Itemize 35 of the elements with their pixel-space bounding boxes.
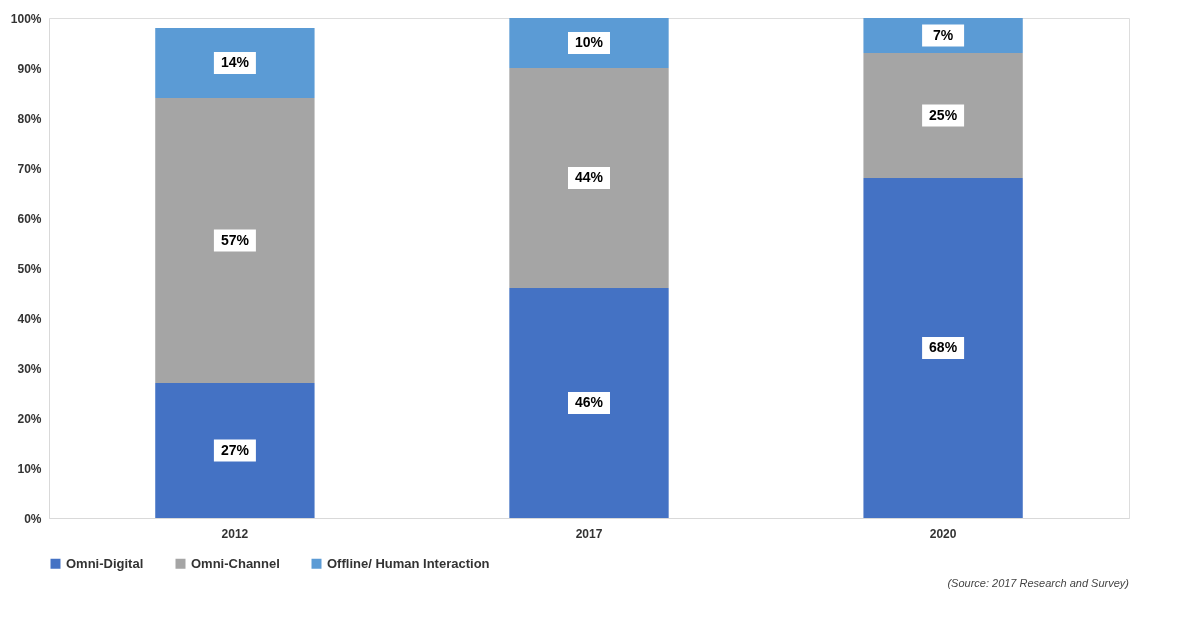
y-tick-label: 80% xyxy=(17,111,42,126)
y-tick-label: 40% xyxy=(17,311,42,326)
x-tick-label: 2020 xyxy=(929,526,957,541)
legend-label: Offline/ Human Interaction xyxy=(327,555,490,571)
y-tick-label: 10% xyxy=(17,461,42,476)
x-tick-label: 2017 xyxy=(575,526,603,541)
y-tick-label: 30% xyxy=(17,361,42,376)
y-tick-label: 50% xyxy=(17,261,42,276)
bar xyxy=(155,28,315,98)
y-tick-label: 0% xyxy=(24,511,42,526)
text: 44% xyxy=(574,169,604,185)
text: 10% xyxy=(574,34,604,50)
text: 57% xyxy=(220,231,249,248)
legend-label: Omni-Digital xyxy=(66,555,144,571)
bar xyxy=(155,383,315,518)
bar xyxy=(863,53,1023,178)
y-tick-label: 70% xyxy=(17,161,42,176)
bar xyxy=(509,68,669,288)
y-tick-label: 90% xyxy=(17,61,42,76)
bar xyxy=(509,288,669,518)
text: 68% xyxy=(929,339,958,355)
bar xyxy=(509,18,669,68)
text: 14% xyxy=(220,54,249,70)
bar xyxy=(863,178,1023,518)
x-tick-label: 2012 xyxy=(221,526,249,541)
legend-label: Omni-Channel xyxy=(191,555,280,571)
bar xyxy=(155,98,315,383)
y-tick-label: 20% xyxy=(17,411,42,426)
y-tick-label: 60% xyxy=(17,211,42,226)
text: 7% xyxy=(932,26,954,43)
text: 27% xyxy=(220,441,249,458)
y-tick-label: 100% xyxy=(10,11,42,26)
text: 25% xyxy=(929,106,958,123)
text: (Source: 2017 Research and Survey) xyxy=(947,577,1130,589)
text: 46% xyxy=(574,394,604,410)
